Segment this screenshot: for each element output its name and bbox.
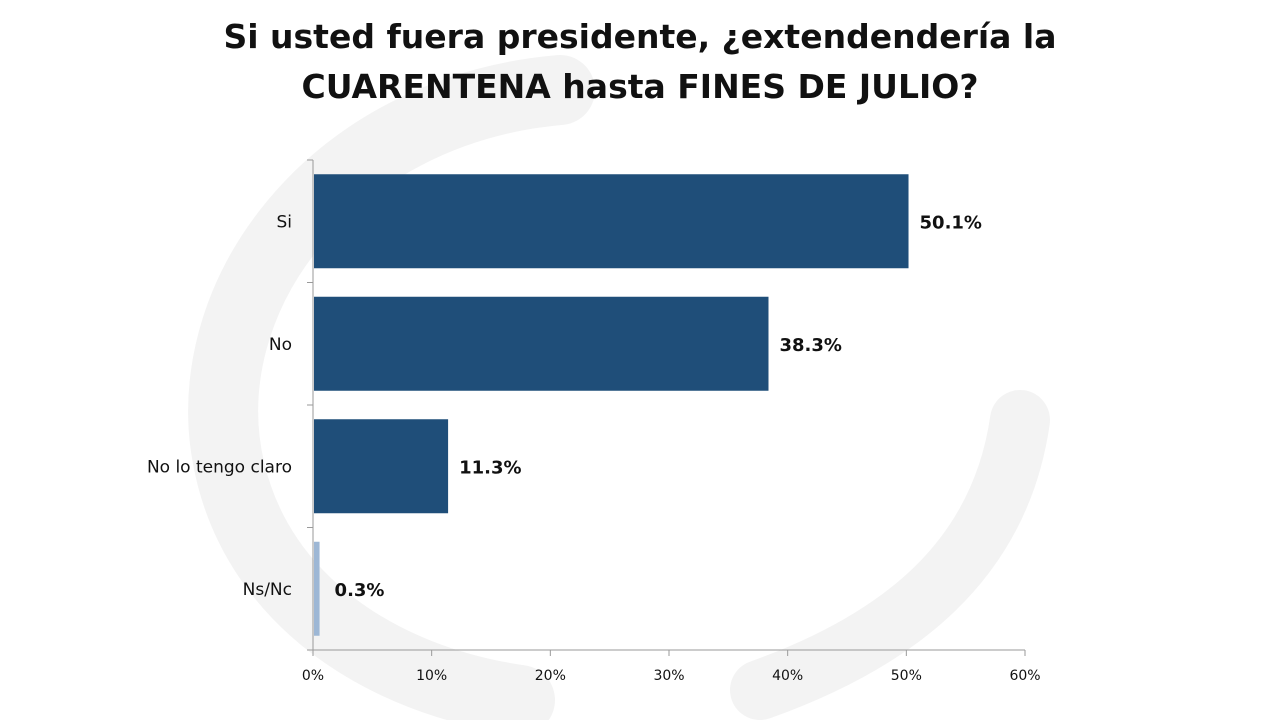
bar-1: [314, 296, 769, 391]
category-label-2: No lo tengo claro: [147, 457, 292, 477]
chart-title-line2: CUARENTENA hasta FINES DE JULIO?: [301, 67, 979, 106]
x-tick-label-3: 30%: [653, 668, 684, 684]
category-label-0: Si: [276, 212, 292, 232]
bar-0: [314, 174, 909, 269]
x-tick-label-0: 0%: [302, 668, 324, 684]
bar-3: [314, 541, 320, 636]
chart-title: Si usted fuera presidente, ¿extendenderí…: [0, 12, 1280, 112]
chart-title-line1: Si usted fuera presidente, ¿extendenderí…: [223, 17, 1057, 56]
x-tick-label-5: 50%: [891, 668, 922, 684]
x-tick-label-2: 20%: [535, 668, 566, 684]
value-label-1: 38.3%: [779, 335, 841, 356]
value-label-3: 0.3%: [335, 580, 385, 601]
x-tick-label-4: 40%: [772, 668, 803, 684]
value-label-0: 50.1%: [920, 212, 982, 233]
x-tick-label-1: 10%: [416, 668, 447, 684]
x-tick-label-6: 60%: [1009, 668, 1040, 684]
bar-2: [314, 419, 449, 514]
category-label-1: No: [269, 335, 292, 355]
value-label-2: 11.3%: [459, 457, 521, 478]
category-label-3: Ns/Nc: [243, 580, 292, 600]
